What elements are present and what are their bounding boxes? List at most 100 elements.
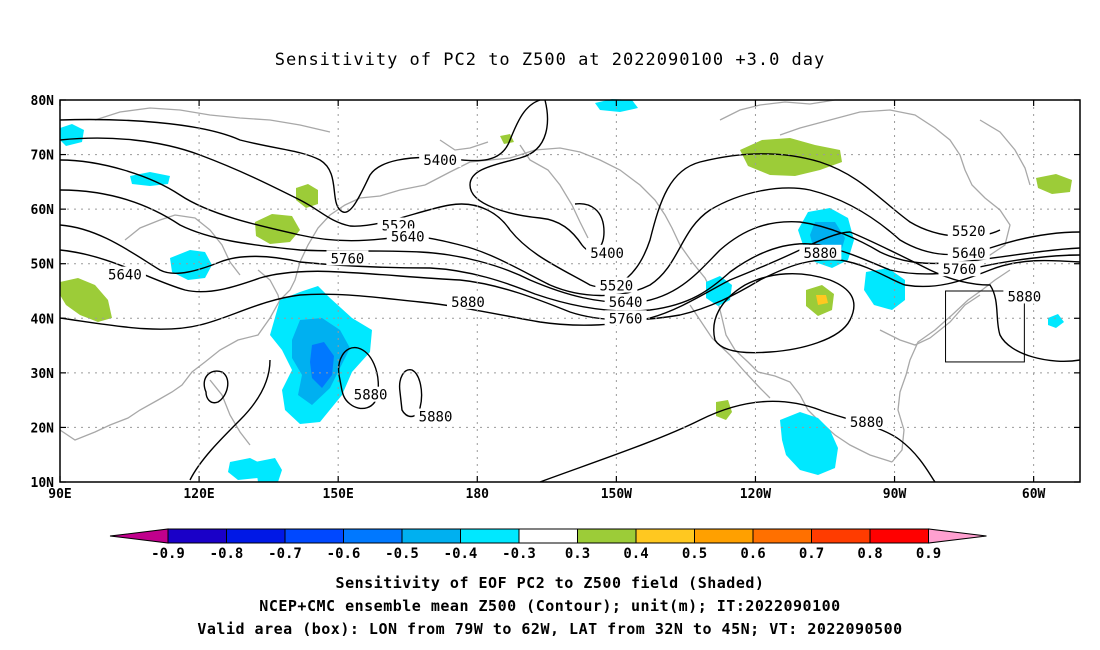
colorbar-low-triangle [109,528,169,544]
contour-label-bg [595,277,638,293]
lat-label: 70N [31,149,55,164]
contour-5760 [59,249,1081,321]
z500-contours [59,99,1081,483]
colorbar-label: -0.6 [327,546,361,562]
latitude-labels: 80N 70N 60N 50N 40N 30N 20N 10N [31,94,55,491]
lon-label: 150E [323,487,354,502]
colorbar-label: -0.3 [502,546,536,562]
shade-patch [864,268,905,310]
colorbar-label: -0.7 [268,546,302,562]
shade-patch [296,184,318,208]
shade-patch [255,458,282,482]
contour-5520b [59,189,1081,304]
map-frame [59,99,1081,483]
shade-patch [255,214,300,244]
contour-label-bg [938,261,981,277]
contour-label-bg [447,293,489,309]
caption-valid-area: Valid area (box): LON from 79W to 62W, L… [197,620,903,638]
colorbar-label: 0.3 [565,546,590,562]
contour-label: 5640 [609,295,643,311]
colorbar-label: -0.9 [151,546,185,562]
shade-patch [780,412,838,475]
contour-label-bg [799,244,842,260]
contour-label: 5760 [943,262,977,278]
colorbar-label: 0.4 [623,546,648,562]
colorbar: -0.9 -0.8 -0.7 -0.6 -0.5 -0.4 -0.3 0.3 0.4 0.5 0.6… [109,528,987,562]
contour-label: 5400 [423,153,457,169]
colorbar-swatch [752,528,812,544]
lat-label: 20N [31,421,55,436]
colorbar-label: 0.8 [857,546,882,562]
contour-5520-west [59,137,1001,288]
colorbar-high-triangle [928,528,987,544]
contour-label-bg [326,250,369,266]
shade-patch [1036,174,1072,194]
lon-label: 150W [601,487,632,502]
axis-ticks [59,99,1080,483]
contour-5640-west [59,159,1081,297]
caption-contour-field: NCEP+CMC ensemble mean Z500 (Contour); u… [259,597,841,615]
contour-label: 5640 [108,268,142,284]
contour-label-bg [947,244,990,260]
caption-shaded-field: Sensitivity of EOF PC2 to Z500 field (Sh… [335,574,765,592]
colorbar-label: 0.9 [916,546,941,562]
colorbar-label: -0.8 [210,546,244,562]
contour-label-bg [586,244,629,260]
contour-5640b [59,224,1081,312]
colorbar-label: 0.6 [740,546,765,562]
lat-label: 50N [31,258,55,273]
contour-label-bg [349,386,392,402]
colorbar-swatch [518,528,578,544]
shade-patch [500,134,514,144]
lon-label: 90E [48,487,71,502]
lat-label: 60N [31,203,55,218]
shade-patch [170,250,212,280]
shade-patch [1048,314,1064,328]
lon-label: 60W [1022,487,1046,502]
contour-5880-ridge [849,231,1081,362]
contour-5880-south [539,400,936,483]
contour-label-bg [604,293,647,309]
colorbar-swatch [226,528,286,544]
lat-label: 40N [31,312,55,327]
colorbar-swatch [694,528,754,544]
contour-5400-east [469,99,605,253]
contour-label: 5640 [391,229,425,245]
lat-label: 80N [31,94,55,109]
colorbar-label: -0.5 [385,546,419,562]
contour-label: 5880 [804,246,838,262]
longitude-labels: 90E 120E 150E 180 150W 120W 90W 60W [48,487,1045,502]
shade-patch [60,124,84,146]
contour-label: 5880 [1008,289,1042,305]
contour-label: 5520 [952,224,986,240]
lon-label: 120W [740,487,771,502]
colorbar-swatch [167,528,227,544]
colorbar-swatch [401,528,461,544]
colorbar-label: 0.7 [799,546,824,562]
shade-patch [60,278,112,322]
colorbar-swatch [343,528,403,544]
lon-label: 180 [466,487,490,502]
colorbar-swatch [284,528,344,544]
contour-label: 5880 [451,295,485,311]
contour-label-bg [845,413,888,429]
contour-label: 5400 [590,246,624,262]
contour-label-bg [414,408,457,424]
shade-patch [310,342,334,388]
lon-label: 120E [183,487,214,502]
colorbar-swatch [577,528,637,544]
colorbar-label: -0.4 [444,546,478,562]
map-title: Sensitivity of PC2 to Z500 at 2022090100… [274,50,826,70]
shade-patch [740,138,842,176]
shade-patch [816,295,828,305]
contour-label: 5760 [609,311,643,327]
contour-label-bg [419,152,462,168]
contour-5880-sub2 [398,369,423,418]
shade-patch [228,458,262,480]
colorbar-swatch [869,528,929,544]
contour-label: 5880 [850,415,884,431]
contour-5880-dome [713,272,855,354]
contour-label: 5880 [354,388,388,404]
contour-label-bg [1003,288,1046,304]
contour-label-bg [947,222,990,238]
